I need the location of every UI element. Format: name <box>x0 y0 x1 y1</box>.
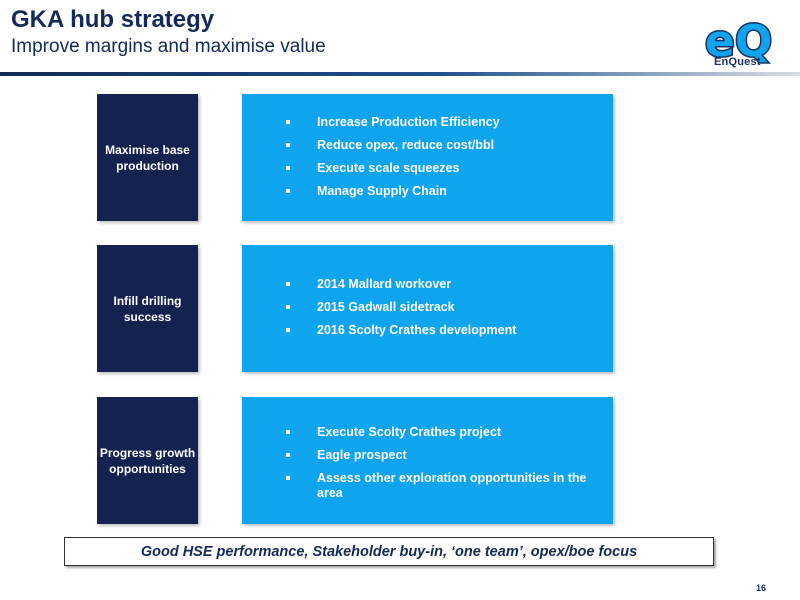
footer-text: Good HSE performance, Stakeholder buy-in… <box>140 543 638 560</box>
bullet-list: Increase Production Efficiency Reduce op… <box>286 115 593 207</box>
bullet-marker <box>286 120 290 124</box>
bullet-list: 2014 Mallard workover 2015 Gadwall sidet… <box>286 277 593 346</box>
row-details-base-production: Increase Production Efficiency Reduce op… <box>242 94 613 221</box>
bullet-item: Execute Scolty Crathes project <box>286 425 593 440</box>
bullet-item: Execute scale squeezes <box>286 161 593 176</box>
bullet-marker <box>286 305 290 309</box>
bullet-item: 2016 Scolty Crathes development <box>286 323 593 338</box>
logo-letters: eQ <box>705 16 772 67</box>
row-label-text: Infill drilling success <box>113 293 182 324</box>
bullet-marker <box>286 166 290 170</box>
row-label-infill-drilling: Infill drilling success <box>97 245 198 372</box>
bullet-marker <box>286 189 290 193</box>
row-details-growth-opportunities: Execute Scolty Crathes project Eagle pro… <box>242 397 613 524</box>
bullet-marker <box>286 476 290 480</box>
bullet-item: Increase Production Efficiency <box>286 115 593 130</box>
row-label-growth-opportunities: Progress growth opportunities <box>97 397 198 524</box>
bullet-marker <box>286 453 290 457</box>
bullet-item: Assess other exploration opportunities i… <box>286 471 593 501</box>
bullet-item: Manage Supply Chain <box>286 184 593 199</box>
bullet-marker <box>286 328 290 332</box>
bullet-item: Eagle prospect <box>286 448 593 463</box>
page-subtitle: Improve margins and maximise value <box>11 36 326 57</box>
bullet-marker <box>286 430 290 434</box>
bullet-marker <box>286 282 290 286</box>
logo-text: EnQuest <box>714 56 761 68</box>
row-label-text: Progress growth opportunities <box>99 445 196 476</box>
enquest-logo: eQ <box>704 15 774 69</box>
row-details-infill-drilling: 2014 Mallard workover 2015 Gadwall sidet… <box>242 245 613 372</box>
row-label-text: Maximise base production <box>105 142 190 173</box>
page-title: GKA hub strategy <box>11 6 215 33</box>
header-rule <box>0 72 800 76</box>
row-label-base-production: Maximise base production <box>97 94 198 221</box>
bullet-marker <box>286 143 290 147</box>
bullet-item: 2014 Mallard workover <box>286 277 593 292</box>
bullet-item: 2015 Gadwall sidetrack <box>286 300 593 315</box>
bullet-item: Reduce opex, reduce cost/bbl <box>286 138 593 153</box>
page-number: 16 <box>756 583 767 593</box>
footer-callout: Good HSE performance, Stakeholder buy-in… <box>64 537 714 566</box>
bullet-list: Execute Scolty Crathes project Eagle pro… <box>286 425 593 509</box>
